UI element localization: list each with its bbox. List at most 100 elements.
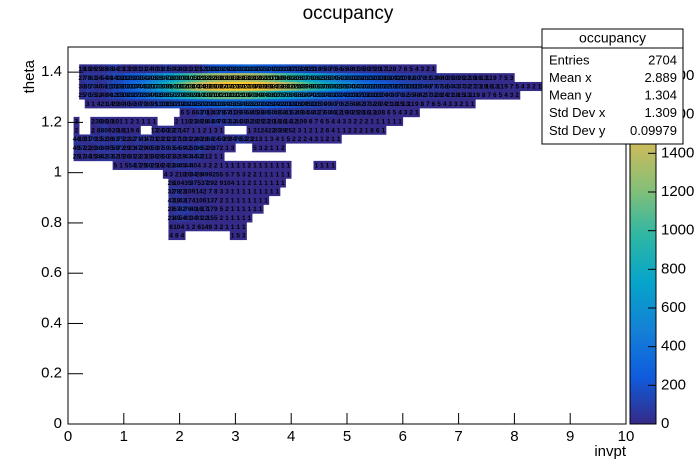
cell-label: 2 xyxy=(214,162,218,169)
cell-label: 25 xyxy=(212,171,220,178)
cell xyxy=(391,64,398,74)
cell-label: 1 xyxy=(248,206,252,213)
cell xyxy=(196,169,203,179)
cell xyxy=(341,125,348,135)
cell-label: 2 xyxy=(309,127,313,134)
cell-label: 96 xyxy=(196,145,204,152)
cell xyxy=(358,125,365,135)
cell xyxy=(341,73,348,83)
cell-label: 2 xyxy=(248,171,252,178)
cell-label: 23 xyxy=(117,66,125,73)
cell-label: 1 xyxy=(314,162,318,169)
cell-label: 28 xyxy=(168,180,176,187)
cell xyxy=(134,90,141,100)
cell-label: 19 xyxy=(480,84,488,91)
stats-value: 1.309 xyxy=(644,105,677,120)
cell xyxy=(352,90,359,100)
cell-label: 6 xyxy=(181,110,185,117)
cell xyxy=(201,143,208,153)
cell-label: 21 xyxy=(251,136,259,143)
cell-label: 8 xyxy=(97,127,101,134)
cell xyxy=(179,81,186,92)
cell xyxy=(397,64,404,74)
cell xyxy=(90,90,97,100)
cell xyxy=(112,64,119,74)
cell xyxy=(174,116,180,126)
cell xyxy=(196,178,203,188)
cell xyxy=(201,222,208,232)
cell xyxy=(168,125,175,135)
cell xyxy=(358,64,365,74)
cell xyxy=(95,152,102,162)
cell-label: 70 xyxy=(329,66,337,73)
cell-label: 14 xyxy=(179,127,187,134)
cell-label: 24 xyxy=(212,136,220,143)
cell-label: 2 xyxy=(225,206,229,213)
cell-label: 920 xyxy=(188,92,199,99)
cell xyxy=(84,73,91,83)
cell xyxy=(486,90,493,100)
cell-label: 210 xyxy=(344,92,355,99)
cell xyxy=(201,178,208,188)
cell-label: 37 xyxy=(201,180,209,187)
cell-label: 980 xyxy=(305,84,316,91)
cell xyxy=(157,99,164,109)
cell-label: 28 xyxy=(374,101,382,108)
cell xyxy=(79,152,86,162)
cell xyxy=(307,134,314,144)
cell xyxy=(280,108,286,118)
cell xyxy=(84,81,91,92)
cell xyxy=(374,116,381,126)
cell-label: 260 xyxy=(216,66,227,73)
cell xyxy=(274,143,281,153)
cell xyxy=(185,125,192,135)
cell-label: 17 xyxy=(134,162,142,169)
cell-label: 1140 xyxy=(293,84,307,91)
cell xyxy=(280,99,286,109)
cell-label: 1 xyxy=(214,154,218,161)
cell xyxy=(196,116,203,126)
cell-label: 49 xyxy=(296,110,304,117)
cell-label: 29 xyxy=(223,136,231,143)
cell xyxy=(363,73,370,83)
cell-label: 1 xyxy=(264,136,268,143)
cell-label: 19 xyxy=(341,110,349,117)
cell xyxy=(235,81,242,92)
cell-label: 43 xyxy=(168,197,176,204)
cell xyxy=(207,134,214,144)
cell xyxy=(257,73,264,83)
cell-label: 9 xyxy=(476,92,480,99)
cell-label: 100 xyxy=(378,92,389,99)
cell xyxy=(229,204,236,214)
cell xyxy=(140,64,147,74)
cell xyxy=(224,73,231,83)
cell xyxy=(162,81,169,92)
cell xyxy=(402,73,409,83)
cell-label: 55 xyxy=(346,101,354,108)
cell xyxy=(352,116,359,126)
cell-label: 38 xyxy=(240,118,248,125)
cell-label: 2 xyxy=(326,136,330,143)
cell xyxy=(285,125,292,135)
cell xyxy=(363,90,370,100)
cell-label: 15 xyxy=(458,92,466,99)
cell xyxy=(224,213,231,223)
cell-label: 28 xyxy=(156,154,164,161)
cell xyxy=(285,169,292,179)
cell-label: 9 xyxy=(130,127,134,134)
cell-label: 31 xyxy=(196,215,204,222)
cell-label: 520 xyxy=(143,84,154,91)
cell xyxy=(207,160,214,170)
cell-label: 3 xyxy=(270,136,274,143)
cell xyxy=(179,169,186,179)
cell-label: 300 xyxy=(238,66,249,73)
cell xyxy=(190,160,197,170)
cell xyxy=(134,125,141,135)
cell-label: 37 xyxy=(458,84,466,91)
cell-label: 20 xyxy=(89,145,97,152)
cell xyxy=(313,108,320,118)
cell-label: 1 xyxy=(153,118,157,125)
cell-label: 1 xyxy=(231,224,235,231)
cell-label: 400 xyxy=(339,75,350,82)
cell-label: 2 xyxy=(532,84,536,91)
